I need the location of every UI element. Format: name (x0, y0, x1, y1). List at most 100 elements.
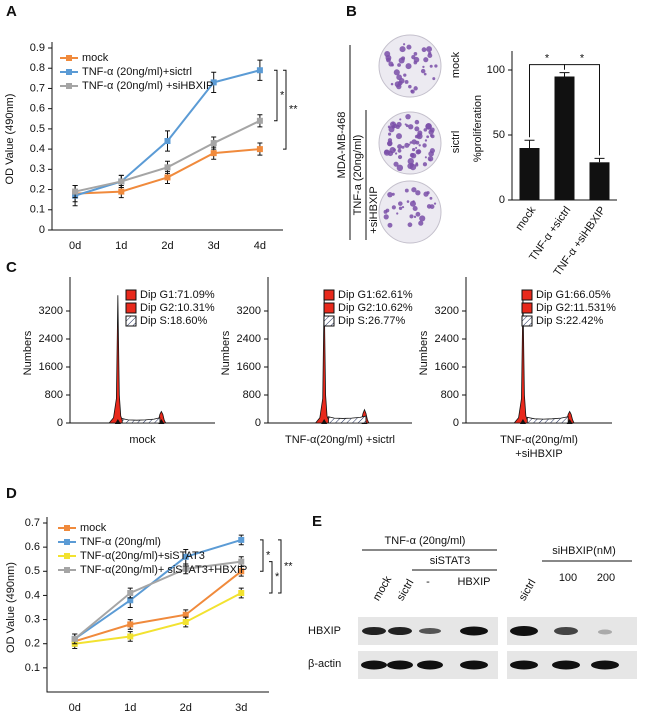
peak-marker (519, 419, 526, 424)
row-label: +siHBXIP (368, 186, 380, 233)
colony-dot (387, 125, 391, 129)
marker (72, 188, 79, 195)
histogram-area (121, 417, 161, 424)
colony-dot (415, 163, 419, 167)
y-tick-label: 2400 (435, 333, 459, 345)
y-tick-label: 0.2 (30, 183, 45, 195)
colony-dot (424, 139, 428, 142)
colony-dot (415, 211, 421, 217)
colony-dot (415, 140, 420, 145)
x-tick-label: mock (513, 204, 538, 233)
panel-label: E (312, 513, 322, 530)
legend-label: Dip G1:71.09% (140, 289, 215, 301)
colony-dot (428, 151, 434, 157)
colony-dot (392, 123, 398, 129)
band (388, 627, 412, 635)
row-label: HBXIP (308, 625, 341, 637)
colony-dot (405, 124, 409, 128)
colony-dot (414, 134, 419, 139)
histogram-area (526, 416, 569, 424)
colony-dot (410, 152, 417, 159)
legend-label: TNF-α (20ng/ml)+sictrl (82, 66, 192, 78)
lane-label: - (426, 576, 430, 588)
legend-swatch (521, 289, 533, 301)
series-line (74, 560, 242, 640)
band (591, 660, 619, 670)
colony-dot (399, 118, 402, 121)
dose-label: 100 (559, 572, 577, 584)
colony-panel: MDA-MB-468 TNF-a (20ng/ml) mock sictrl +… (336, 34, 462, 244)
band (362, 627, 386, 635)
legend-swatch (125, 315, 137, 327)
y-tick-label: 0.2 (25, 638, 40, 650)
colony-dot (429, 196, 433, 200)
blot-panel: TNF-α (20ng/ml) siSTAT3 mock sictrl - HB… (308, 535, 637, 679)
marker (118, 178, 125, 185)
colony-dot (404, 188, 409, 193)
marker (164, 174, 171, 181)
histogram-area (513, 295, 532, 424)
colony-dot (426, 191, 430, 195)
y-tick-label: 0.5 (30, 123, 45, 135)
series-line (74, 538, 242, 640)
legend-marker (64, 553, 70, 559)
sig-label: ** (284, 560, 293, 572)
x-axis-label: TNF-α(20ng/ml) +sictrl (285, 434, 395, 446)
colony-dot (413, 52, 418, 56)
colony-dot (394, 152, 398, 155)
y-tick-label: 0.8 (30, 62, 45, 74)
colony-dot (432, 77, 436, 81)
colony-dot (412, 148, 416, 152)
colony-dot (409, 163, 417, 171)
legend-label: Dip G1:62.61% (338, 289, 413, 301)
colony-dot (401, 145, 405, 149)
colony-dot (404, 142, 410, 148)
lane-label: sictrl (517, 577, 539, 603)
marker (164, 138, 171, 145)
colony-dot (422, 143, 427, 148)
colony-dot (407, 222, 413, 228)
colony-dot (411, 187, 417, 193)
marker (182, 611, 189, 618)
colony-dot (387, 222, 393, 228)
colony-dot (423, 128, 428, 132)
legend-label: TNF-α (20ng/ml) (80, 536, 161, 548)
colony-dot (399, 78, 405, 84)
sig-bracket (564, 64, 600, 156)
colony-dot (423, 72, 427, 76)
marker (210, 150, 217, 157)
colony-dot (415, 146, 418, 149)
error-bar (524, 139, 535, 148)
y-tick-label: 100 (487, 64, 505, 76)
y-axis-label: Numbers (418, 330, 430, 375)
colony-dot (402, 43, 406, 46)
colony-dot (398, 57, 405, 64)
marker (182, 618, 189, 625)
lane-label: HBXIP (457, 576, 490, 588)
y-tick-label: 0.9 (30, 42, 45, 54)
legend-swatch (323, 302, 335, 314)
colony-dot (393, 69, 400, 76)
y-tick-label: 0.4 (25, 589, 40, 601)
sig-bracket (278, 539, 282, 594)
x-tick-label: 1d (124, 702, 136, 714)
colony-dot (393, 161, 399, 167)
y-tick-label: 0.6 (30, 103, 45, 115)
marker (256, 117, 263, 124)
band (361, 660, 387, 670)
colony-dot (396, 164, 404, 172)
band (510, 626, 538, 636)
colony-dot (413, 56, 420, 63)
band (554, 627, 578, 635)
lane-label: mock (371, 574, 395, 603)
colony-dot (396, 212, 399, 215)
sig-bracket (274, 69, 278, 122)
y-tick-label: 0.7 (25, 517, 40, 529)
x-tick-label: 1d (115, 240, 127, 252)
band (419, 628, 441, 634)
marker (238, 568, 245, 575)
colony-dot (418, 220, 424, 226)
legend-label: Dip G2:10.31% (140, 302, 215, 314)
y-tick-label: 1600 (435, 361, 459, 373)
colony-dot (390, 82, 394, 86)
